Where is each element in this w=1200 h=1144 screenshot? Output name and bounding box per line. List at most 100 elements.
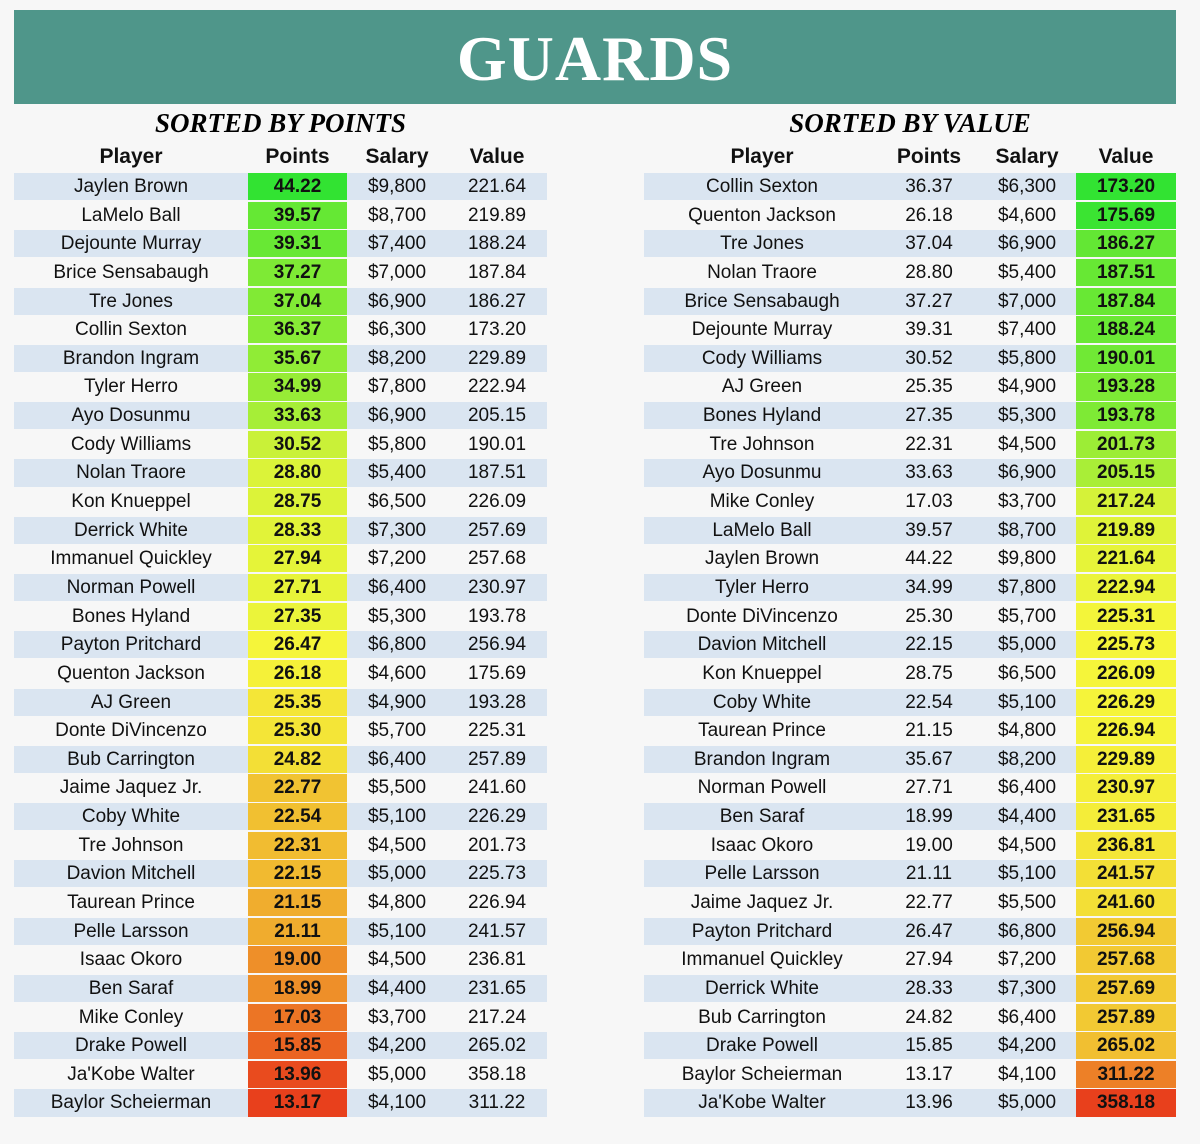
salary: $7,200 <box>367 548 427 570</box>
value: 225.31 <box>467 720 527 742</box>
value-heat-cell: 186.27 <box>1076 230 1176 258</box>
value: 265.02 <box>467 1035 527 1057</box>
value: 188.24 <box>467 233 527 255</box>
salary: $4,100 <box>367 1092 427 1114</box>
points-heat-cell: 13.96 <box>248 1060 347 1088</box>
salary: $3,700 <box>367 1006 427 1028</box>
value: 219.89 <box>467 204 527 226</box>
salary: $6,400 <box>367 748 427 770</box>
value: 205.15 <box>467 405 527 427</box>
player-name: Jaylen Brown <box>73 176 189 197</box>
points-heat-cell: 39.57 <box>248 201 347 229</box>
value-heat-cell: 358.18 <box>1076 1089 1176 1117</box>
player-name: Bones Hyland <box>71 605 191 627</box>
column-header: Points <box>896 145 962 168</box>
salary: $4,600 <box>997 204 1057 226</box>
column-header: Player <box>99 145 163 168</box>
points: 18.99 <box>905 806 953 828</box>
value: 187.84 <box>467 261 527 283</box>
column-header: Points <box>265 145 330 168</box>
player-name: AJ Green <box>90 691 172 713</box>
player-name: Taurean Prince <box>67 892 195 913</box>
salary: $4,900 <box>367 691 427 713</box>
player-name: Collin Sexton <box>75 319 187 341</box>
salary: $7,800 <box>367 376 427 398</box>
player-name: Brice Sensabaugh <box>684 290 840 312</box>
player-name: Tyler Herro <box>84 376 178 398</box>
salary: $6,500 <box>367 491 427 513</box>
salary: $4,400 <box>997 806 1057 828</box>
points: 44.22 <box>905 548 953 570</box>
points: 13.17 <box>905 1063 953 1085</box>
salary: $5,300 <box>367 605 427 627</box>
value: 229.89 <box>467 347 527 369</box>
player-name: Jaime Jaquez Jr. <box>690 892 834 913</box>
points: 37.04 <box>905 233 953 255</box>
salary: $4,800 <box>367 892 427 913</box>
salary: $6,300 <box>997 176 1057 197</box>
points-heat-cell: 36.37 <box>248 316 347 344</box>
points-heat-cell: 33.63 <box>248 402 347 430</box>
player-name: Tre Jones <box>720 233 804 255</box>
value: 193.28 <box>467 691 527 713</box>
salary: $7,000 <box>367 261 427 283</box>
salary: $5,300 <box>997 405 1057 427</box>
player-name: Kon Knueppel <box>702 662 822 684</box>
column-header: Value <box>1098 145 1154 168</box>
salary: $5,800 <box>367 433 427 455</box>
value: 311.22 <box>468 1092 526 1114</box>
player-name: Ayo Dosunmu <box>71 405 191 427</box>
player-name: Drake Powell <box>75 1035 187 1057</box>
value-heat-cell: 229.89 <box>1076 745 1176 773</box>
value-heat-cell: 311.22 <box>1076 1060 1176 1088</box>
salary: $7,400 <box>997 319 1057 341</box>
player-name: Mike Conley <box>709 491 815 513</box>
points-heat-cell: 27.35 <box>248 602 347 630</box>
salary: $8,700 <box>367 204 427 226</box>
points: 19.00 <box>905 834 953 856</box>
value: 225.73 <box>467 863 527 885</box>
player-name: Ayo Dosunmu <box>702 462 822 484</box>
salary: $7,300 <box>997 977 1057 999</box>
value-heat-cell: 256.94 <box>1076 917 1176 945</box>
player-name: Norman Powell <box>697 777 827 799</box>
points-heat-cell: 22.15 <box>248 860 347 888</box>
value-heat-cell: 219.89 <box>1076 516 1176 544</box>
points-heat-cell: 21.11 <box>248 917 347 945</box>
value: 257.69 <box>467 519 527 541</box>
points: 25.30 <box>905 605 953 627</box>
value: 256.94 <box>467 634 527 656</box>
points: 13.96 <box>905 1092 953 1114</box>
salary: $5,700 <box>997 605 1057 627</box>
salary: $5,000 <box>997 1092 1057 1114</box>
player-name: Kon Knueppel <box>71 491 191 513</box>
points: 15.85 <box>905 1035 953 1057</box>
player-name: Payton Pritchard <box>60 634 202 656</box>
player-name: Jaylen Brown <box>704 548 820 570</box>
value: 241.57 <box>467 920 527 942</box>
points-heat-cell: 15.85 <box>248 1032 347 1060</box>
points: 34.99 <box>905 576 953 598</box>
points-heat-cell: 44.22 <box>248 173 347 201</box>
points-heat-cell: 25.30 <box>248 717 347 745</box>
value-heat-cell: 257.68 <box>1076 946 1176 974</box>
points: 27.94 <box>905 949 953 971</box>
salary: $5,500 <box>367 777 427 799</box>
points-heat-cell: 26.47 <box>248 631 347 659</box>
salary: $8,700 <box>997 519 1057 541</box>
salary: $5,000 <box>367 863 427 885</box>
column-header: Player <box>730 145 794 168</box>
points: 28.33 <box>905 977 953 999</box>
value: 241.60 <box>467 777 527 799</box>
salary: $4,900 <box>997 376 1057 398</box>
points-heat-cell: 22.77 <box>248 774 347 802</box>
points-heat-cell: 34.99 <box>248 373 347 401</box>
salary: $4,200 <box>367 1035 427 1057</box>
column-header: Salary <box>365 145 429 168</box>
player-name: Nolan Traore <box>707 261 817 283</box>
salary: $8,200 <box>997 748 1057 770</box>
points: 37.27 <box>905 290 953 312</box>
salary: $6,300 <box>367 319 427 341</box>
points-heat-cell: 17.03 <box>248 1003 347 1031</box>
table-subtitle: SORTED BY VALUE <box>789 108 1031 138</box>
